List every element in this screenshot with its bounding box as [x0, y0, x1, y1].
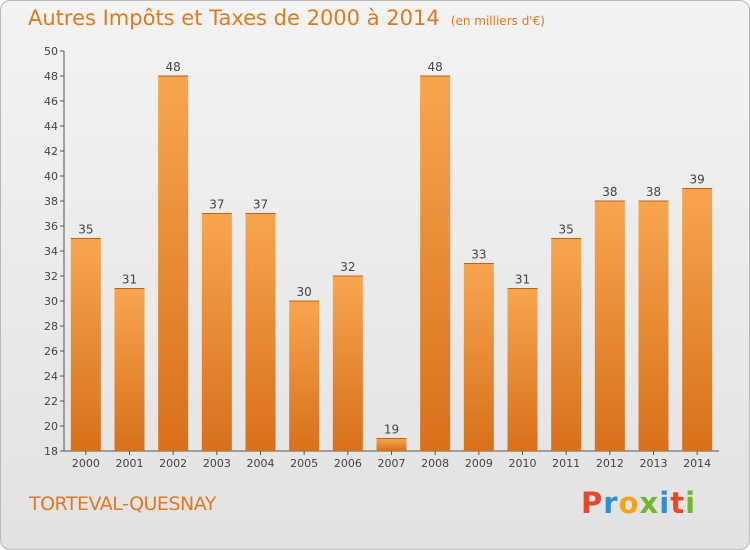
y-tick-label: 34 [44, 245, 58, 258]
y-tick-label: 40 [44, 170, 58, 183]
logo-letter: r [603, 486, 619, 520]
bar [463, 263, 494, 451]
x-tick-label: 2011 [552, 457, 580, 470]
bar [507, 288, 538, 451]
y-tick-label: 36 [44, 220, 58, 233]
proxiti-logo: Proxiti [581, 486, 696, 520]
x-tick-label: 2014 [683, 457, 711, 470]
y-tick-label: 38 [44, 195, 58, 208]
y-tick-label: 44 [44, 120, 58, 133]
y-tick-label: 26 [44, 345, 58, 358]
x-tick-label: 2007 [378, 457, 406, 470]
data-label: 35 [78, 223, 93, 237]
y-tick-label: 46 [44, 95, 58, 108]
bar [289, 301, 320, 451]
x-tick-label: 2008 [421, 457, 449, 470]
bar [638, 201, 669, 451]
bar [594, 201, 625, 451]
y-tick-label: 24 [44, 370, 58, 383]
logo-letter: t [670, 486, 686, 520]
x-tick-label: 2013 [640, 457, 668, 470]
data-label: 30 [297, 285, 312, 299]
data-label: 31 [122, 273, 137, 287]
bar [158, 76, 189, 451]
chart-subtitle: (en milliers d'€) [450, 14, 545, 28]
data-label: 19 [384, 423, 399, 437]
x-tick-label: 2012 [596, 457, 624, 470]
logo-letter: i [659, 486, 671, 520]
data-label: 48 [428, 60, 443, 74]
x-tick-label: 2003 [203, 457, 231, 470]
logo-letter: o [618, 486, 640, 520]
x-tick-label: 2010 [509, 457, 537, 470]
data-label: 38 [646, 185, 661, 199]
x-tick-label: 2005 [290, 457, 318, 470]
data-label: 35 [559, 223, 574, 237]
y-tick-label: 22 [44, 395, 58, 408]
data-label: 39 [690, 173, 705, 187]
x-tick-label: 2002 [159, 457, 187, 470]
y-tick-label: 50 [44, 45, 58, 58]
bar [682, 188, 713, 451]
data-label: 38 [602, 185, 617, 199]
y-tick-label: 18 [44, 445, 58, 458]
y-tick-label: 30 [44, 295, 58, 308]
y-tick-label: 42 [44, 145, 58, 158]
y-tick-label: 20 [44, 420, 58, 433]
logo-letter: i [685, 486, 697, 520]
data-label: 32 [340, 260, 355, 274]
y-tick-label: 28 [44, 320, 58, 333]
x-tick-label: 2000 [72, 457, 100, 470]
bar [245, 213, 276, 451]
x-tick-label: 2001 [116, 457, 144, 470]
x-tick-label: 2004 [247, 457, 275, 470]
data-label: 31 [515, 273, 530, 287]
chart-title-block: Autres Impôts et Taxes de 2000 à 2014 (e… [28, 6, 545, 30]
bar [70, 238, 101, 451]
bar [551, 238, 582, 451]
data-label: 37 [209, 198, 224, 212]
y-tick-label: 48 [44, 70, 58, 83]
x-tick-label: 2009 [465, 457, 493, 470]
data-label: 37 [253, 198, 268, 212]
logo-letter: P [581, 486, 604, 520]
logo-letter: x [639, 486, 660, 520]
x-tick-label: 2006 [334, 457, 362, 470]
data-label: 33 [471, 248, 486, 262]
bar [201, 213, 232, 451]
data-label: 48 [166, 60, 181, 74]
bar [376, 438, 407, 451]
bar [114, 288, 145, 451]
bar [420, 76, 451, 451]
bar [332, 276, 363, 451]
chart-title: Autres Impôts et Taxes de 2000 à 2014 [28, 6, 440, 30]
y-tick-label: 32 [44, 270, 58, 283]
commune-name: TORTEVAL-QUESNAY [29, 493, 216, 515]
